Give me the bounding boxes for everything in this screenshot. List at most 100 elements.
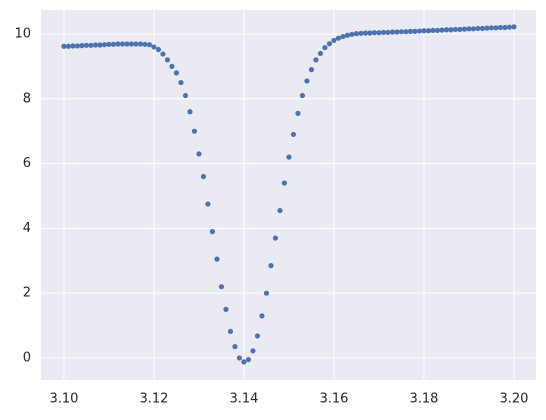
point	[259, 313, 265, 319]
point	[344, 32, 351, 38]
point	[475, 25, 481, 32]
point	[92, 42, 99, 48]
x-tick-label: 3.14	[229, 392, 258, 407]
point	[313, 57, 319, 63]
point	[65, 43, 72, 49]
point	[133, 41, 139, 47]
point	[376, 30, 382, 36]
point	[443, 27, 450, 33]
point	[83, 42, 90, 48]
point	[353, 31, 360, 37]
point	[214, 256, 220, 262]
point	[142, 41, 148, 47]
point	[232, 344, 238, 350]
x-tick-label: 3.20	[499, 392, 528, 407]
point	[227, 328, 234, 335]
point	[322, 44, 328, 51]
point	[407, 28, 414, 34]
point	[331, 37, 337, 44]
point	[146, 42, 153, 48]
point	[484, 25, 490, 31]
point	[457, 26, 463, 33]
point	[511, 24, 517, 30]
point	[317, 50, 324, 57]
point	[371, 30, 378, 36]
point	[250, 348, 256, 354]
point	[281, 180, 288, 186]
point	[349, 31, 355, 37]
point	[493, 25, 499, 31]
point	[502, 24, 508, 31]
point	[164, 57, 171, 63]
point	[74, 43, 81, 49]
point	[155, 46, 162, 53]
point	[362, 30, 369, 36]
point	[169, 63, 175, 69]
point	[160, 51, 166, 57]
point	[115, 41, 121, 47]
point	[299, 92, 306, 99]
x-tick-label: 3.18	[409, 392, 438, 407]
point	[358, 30, 364, 36]
point	[380, 29, 387, 35]
point	[200, 173, 207, 180]
point	[326, 41, 333, 47]
point	[70, 43, 76, 49]
point	[434, 27, 441, 34]
point	[389, 29, 396, 35]
point	[110, 41, 117, 47]
x-tick-label: 3.10	[49, 392, 78, 407]
point	[394, 29, 400, 35]
point	[241, 359, 247, 365]
point	[452, 26, 459, 33]
point	[277, 207, 283, 214]
point	[128, 41, 135, 47]
y-tick-label: 0	[23, 350, 31, 365]
point	[79, 43, 85, 49]
point	[124, 41, 130, 47]
point	[151, 44, 157, 50]
point	[218, 284, 225, 290]
point	[335, 35, 342, 41]
point	[205, 201, 211, 207]
point	[187, 109, 193, 115]
y-tick-label: 2	[23, 286, 31, 301]
point	[488, 25, 495, 31]
point	[245, 356, 252, 363]
point	[340, 33, 346, 40]
point	[448, 27, 454, 33]
point	[196, 151, 202, 157]
point	[308, 67, 315, 73]
point	[439, 27, 445, 33]
point	[97, 42, 103, 48]
point	[268, 263, 274, 269]
point	[290, 131, 297, 138]
point	[304, 78, 310, 84]
point	[191, 128, 198, 134]
point	[430, 27, 436, 34]
point	[403, 29, 409, 35]
point	[182, 92, 189, 99]
point	[398, 29, 405, 35]
point	[178, 79, 184, 86]
point	[412, 28, 418, 34]
point	[470, 26, 477, 32]
point	[173, 70, 180, 76]
point	[119, 41, 126, 47]
point	[223, 306, 229, 312]
point	[236, 355, 243, 361]
point	[295, 110, 301, 116]
point	[101, 42, 108, 48]
point	[209, 229, 216, 235]
plot-area	[41, 10, 536, 380]
point	[425, 28, 432, 34]
point	[461, 26, 468, 32]
point	[254, 333, 261, 339]
x-tick-label: 3.16	[319, 392, 348, 407]
point	[466, 26, 472, 32]
point	[385, 29, 391, 35]
y-tick-label: 4	[23, 221, 31, 236]
point	[367, 30, 373, 36]
point	[263, 290, 270, 296]
